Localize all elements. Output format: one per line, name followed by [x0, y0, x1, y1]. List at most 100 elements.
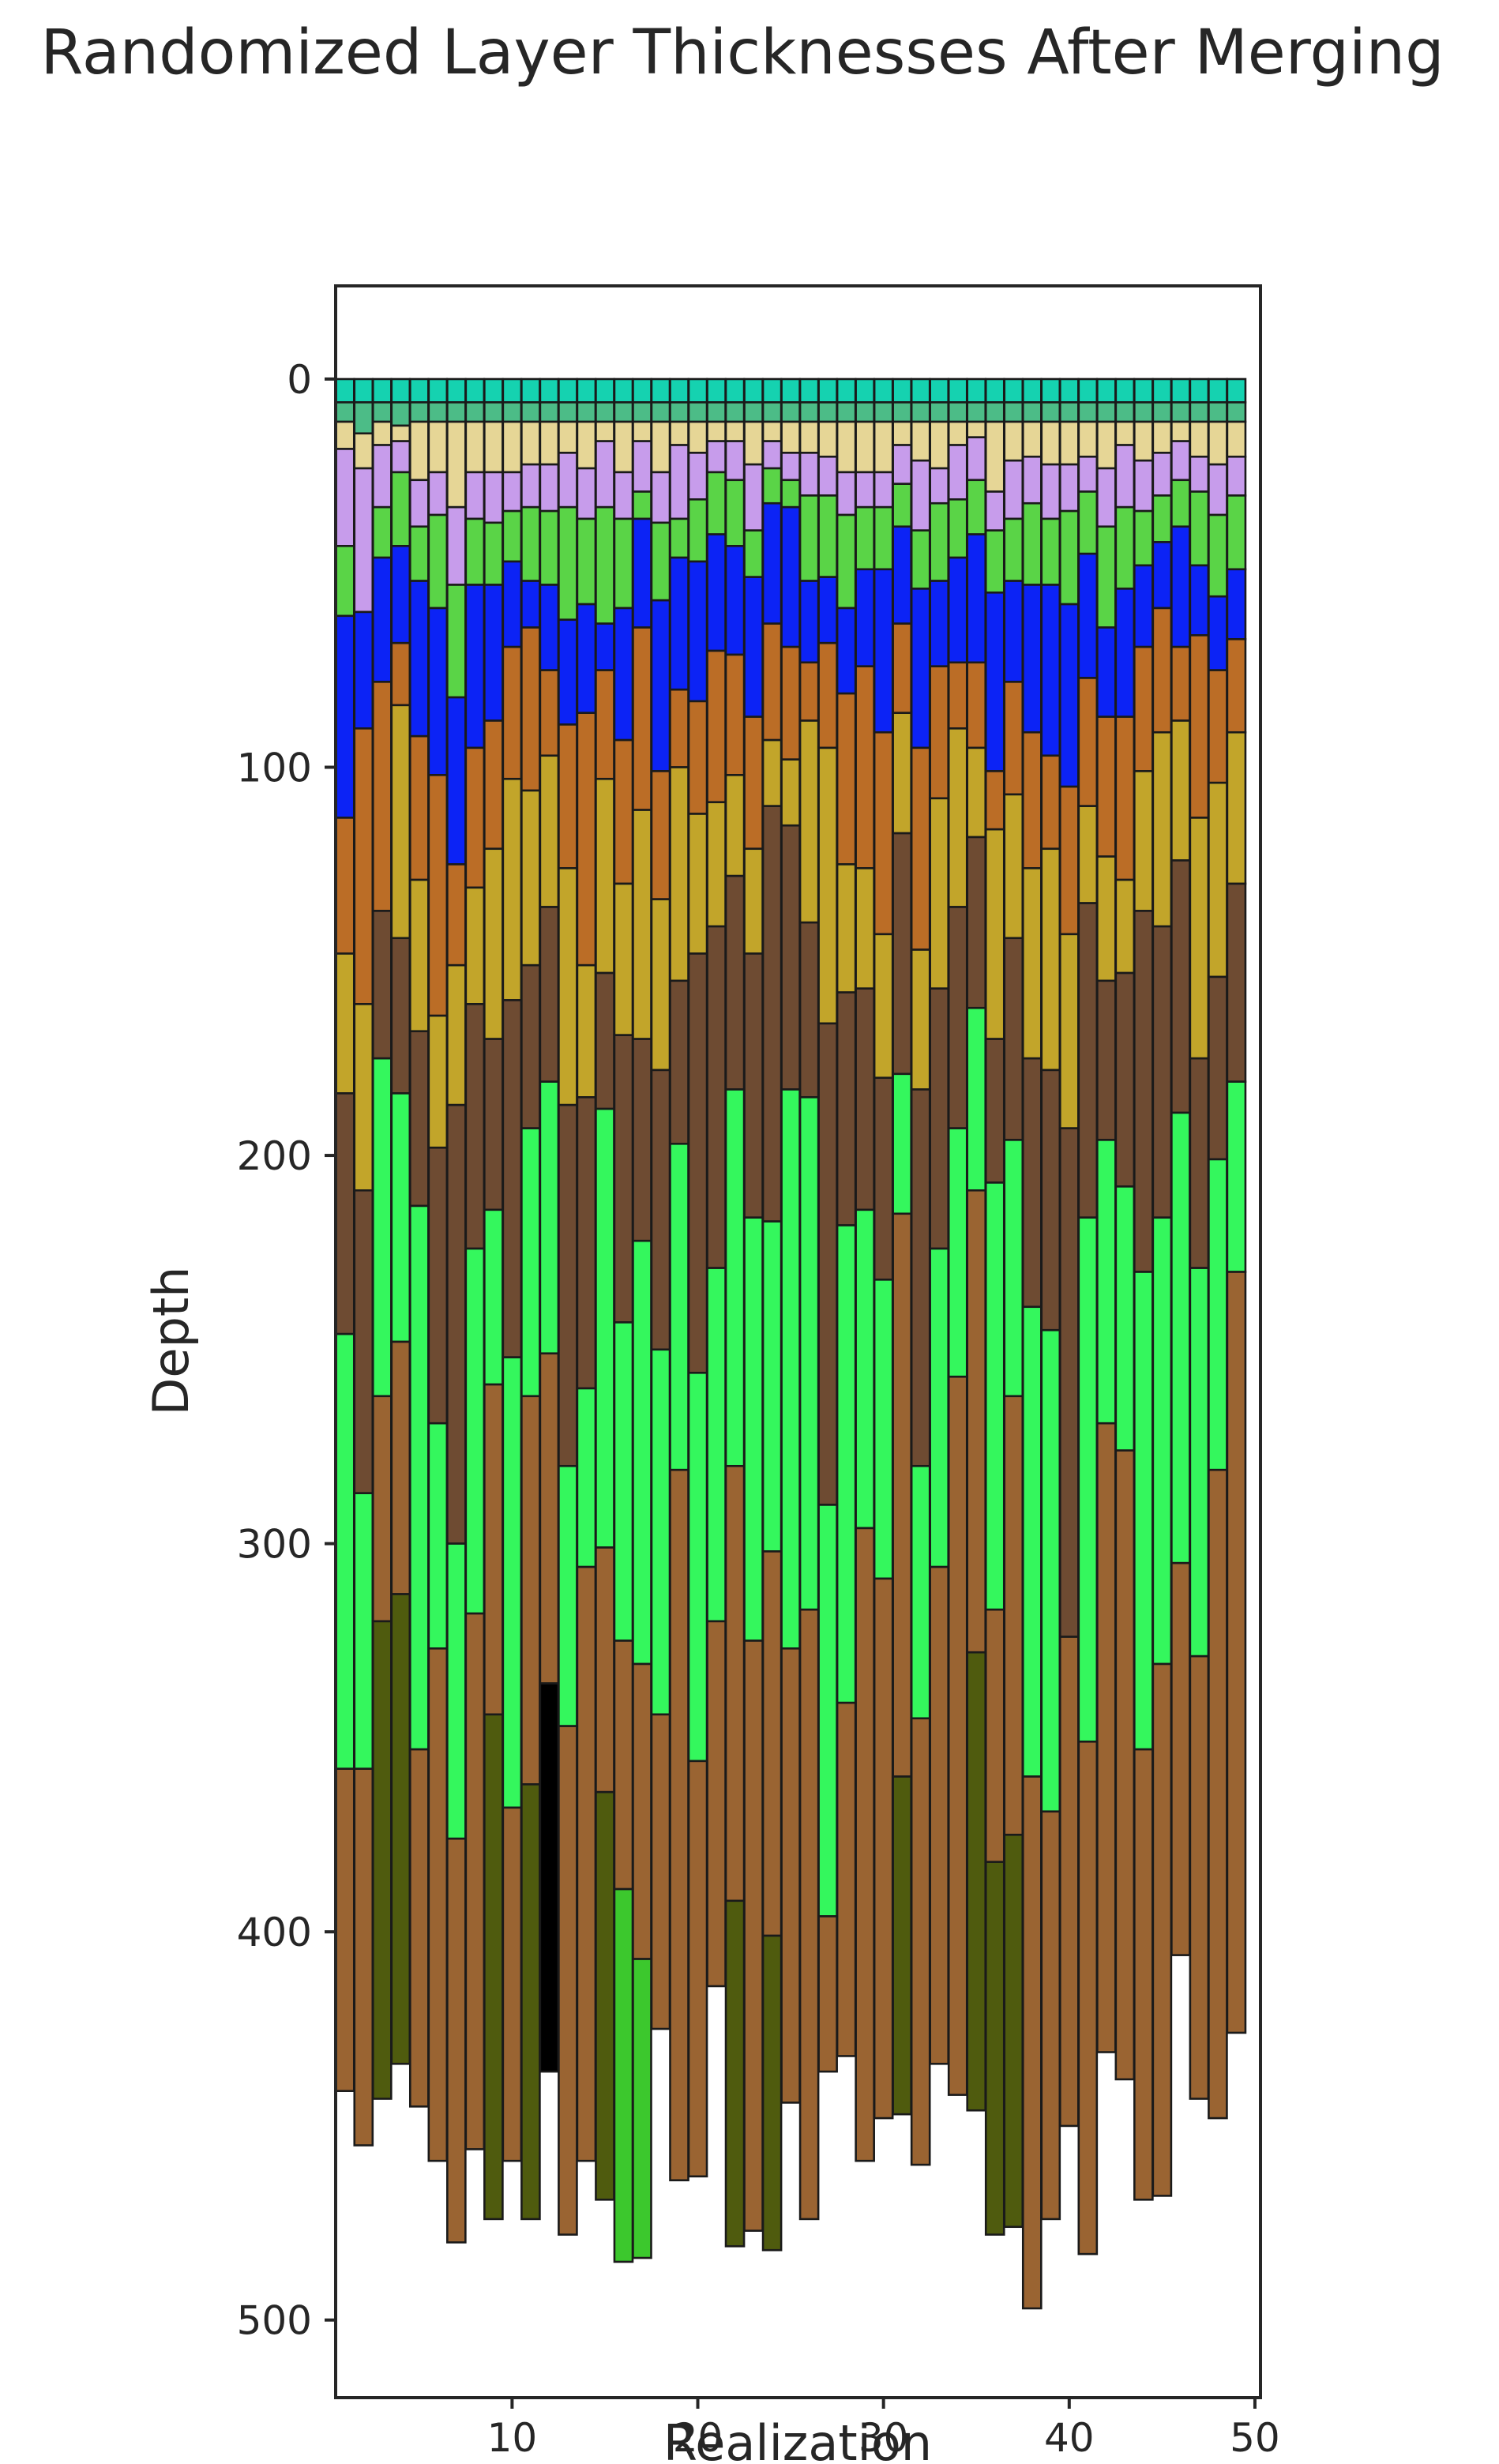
bar-segment — [1040, 377, 1061, 404]
bar-segment — [632, 1239, 652, 1666]
bar-segment — [650, 1069, 671, 1351]
bar-segment — [632, 1662, 652, 1960]
bar-segment — [483, 1383, 504, 1716]
bar-segment — [446, 696, 467, 866]
bar-segment — [595, 401, 615, 423]
bar-segment — [353, 610, 374, 730]
bar-segment — [947, 377, 968, 404]
bar-segment — [1170, 859, 1191, 1114]
bar-segment — [502, 645, 523, 780]
bar-segment — [966, 377, 987, 404]
bar-segment — [1133, 564, 1154, 648]
bar-segment — [780, 824, 801, 1091]
bar-segment — [1040, 1810, 1061, 2221]
bar-segment — [947, 556, 968, 664]
bar-segment — [632, 1038, 652, 1242]
bar-segment — [613, 1321, 634, 1642]
bar-segment — [427, 401, 449, 423]
bar-segment — [817, 420, 838, 458]
bar-segment — [798, 401, 820, 423]
bar-segment — [1003, 937, 1024, 1141]
bar-segment — [576, 467, 597, 520]
bar-segment — [1226, 455, 1247, 497]
bar-segment — [966, 420, 987, 438]
bar-segment — [539, 906, 560, 1083]
bar-segment — [743, 463, 764, 531]
bar-segment — [836, 401, 857, 423]
bar-segment — [669, 1468, 689, 2182]
bar-segment — [817, 1504, 838, 1917]
bar-segment — [1189, 377, 1210, 404]
bar-segment — [1226, 377, 1247, 404]
bar-segment — [892, 525, 913, 625]
bar-segment — [334, 1092, 355, 1335]
bar-segment — [687, 1372, 708, 1763]
bar-segment — [836, 1701, 857, 2057]
bar-segment — [371, 910, 393, 1060]
bar-segment — [558, 401, 578, 423]
bar-segment — [873, 377, 894, 404]
bar-segment — [390, 937, 411, 1095]
bar-segment — [539, 420, 560, 466]
bar-segment — [334, 401, 355, 423]
bar-segment — [1226, 494, 1247, 571]
bar-segment — [966, 746, 987, 839]
bar-segment — [427, 607, 449, 776]
bar-segment — [558, 618, 578, 726]
bar-segment — [1077, 377, 1099, 404]
bar-segment — [984, 828, 1005, 1040]
bar-segment — [817, 1022, 838, 1506]
bar-segment — [483, 1208, 504, 1386]
bar-segment — [1096, 377, 1117, 404]
bar-segment — [929, 580, 950, 668]
bar-segment — [966, 533, 987, 664]
bar-segment — [427, 377, 449, 404]
bar-segment — [353, 1767, 374, 2147]
bar-segment — [892, 622, 913, 715]
bar-segment — [408, 580, 430, 738]
bar-segment — [334, 1332, 355, 1771]
bar-segment — [520, 1783, 541, 2221]
bar-segment — [1058, 420, 1080, 466]
bar-segment — [334, 377, 355, 404]
bar-segment — [632, 1958, 652, 2259]
bar-segment — [446, 1103, 467, 1545]
bar-segment — [576, 401, 597, 423]
bar-segment — [1003, 1395, 1024, 1836]
bar-segment — [502, 1806, 523, 2162]
bar-segment — [1189, 1267, 1210, 1658]
bar-segment — [1151, 541, 1173, 610]
bar-segment — [687, 498, 708, 563]
bar-segment — [798, 420, 820, 454]
bar-segment — [892, 377, 913, 404]
bar-segment — [798, 377, 820, 404]
bar-segment — [798, 921, 820, 1099]
bar-segment — [984, 377, 1005, 404]
bar-segment — [687, 452, 708, 501]
bar-segment — [408, 420, 430, 482]
bar-segment — [408, 525, 430, 582]
bar-segment — [520, 401, 541, 423]
bar-segment — [1096, 626, 1117, 718]
bar-segment — [855, 665, 875, 870]
bar-segment — [539, 1080, 560, 1355]
bar-segment — [929, 420, 950, 470]
bar-segment — [539, 377, 560, 404]
bar-segment — [743, 847, 764, 955]
bar-segment — [539, 509, 560, 586]
bar-segment — [706, 925, 727, 1269]
bar-segment — [1021, 731, 1043, 870]
bar-segment — [520, 463, 541, 509]
bar-segment — [669, 444, 689, 520]
bar-segment — [1208, 420, 1228, 466]
bar-segment — [446, 377, 467, 404]
bar-segment — [873, 1076, 894, 1281]
bar-segment — [855, 1208, 875, 1530]
bar-segment — [910, 588, 931, 749]
bar-segment — [595, 1107, 615, 1549]
bar-segment — [910, 420, 931, 462]
bar-segment — [1208, 377, 1228, 404]
bar-segment — [1151, 607, 1173, 734]
bar-segment — [427, 1647, 449, 2162]
bar-segment — [520, 580, 541, 629]
